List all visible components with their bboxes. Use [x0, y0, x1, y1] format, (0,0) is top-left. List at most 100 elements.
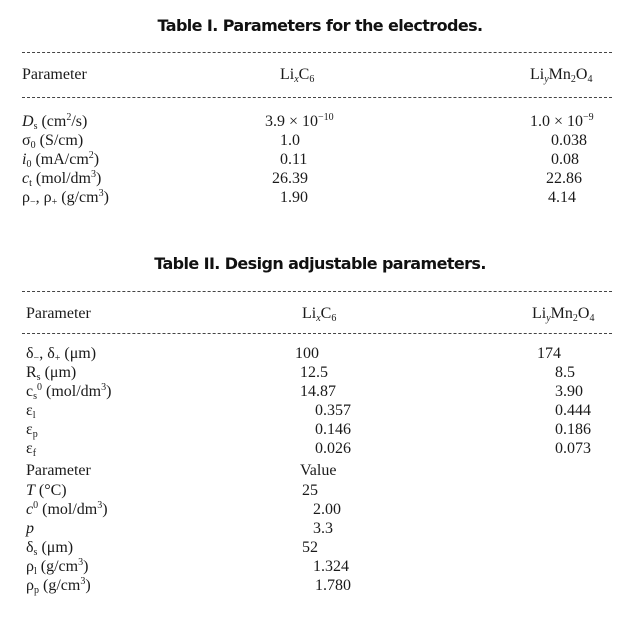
text-segment: 0.038: [551, 132, 587, 149]
cell-liymn2o4: 174: [537, 346, 561, 362]
cell-liymn2o4: 1.0 × 10−9: [530, 112, 594, 130]
text-segment: 1.0: [280, 132, 300, 149]
text-segment: 3: [101, 382, 107, 393]
text-segment: (cm: [37, 113, 67, 130]
table-2-title: Table II. Design adjustable parameters.: [154, 254, 486, 273]
text-segment: 22.86: [546, 170, 582, 187]
text-segment: p: [33, 585, 39, 596]
cell-lixc6: 0.146: [315, 422, 351, 438]
row-label: c0 (mol/dm3): [26, 500, 108, 518]
text-segment: Value: [300, 462, 337, 479]
text-segment: 0.073: [555, 440, 591, 457]
text-segment: ): [96, 170, 102, 187]
cell-lixc6: 3.9 × 10−10: [265, 112, 334, 130]
text-segment: 3.9 × 10: [265, 113, 319, 130]
cell-lixc6: 0.026: [315, 441, 351, 457]
text-segment: 0.357: [315, 402, 351, 419]
cell-liymn2o4: 0.444: [555, 403, 591, 419]
text-segment: (μm): [60, 345, 97, 362]
text-segment: (μm): [40, 364, 77, 381]
cell-lixc6: 1.90: [280, 190, 308, 206]
row-label: cs0 (mol/dm3): [26, 382, 111, 402]
text-segment: 2: [572, 313, 578, 324]
text-segment: 0.186: [555, 421, 591, 438]
text-segment: ε: [26, 440, 33, 457]
text-segment: 1.90: [280, 189, 308, 206]
text-segment: 6: [309, 74, 315, 85]
row-label: ρp (g/cm3): [26, 577, 91, 596]
text-segment: 1.0 × 10: [530, 113, 584, 130]
cell-lixc6: 0.11: [280, 152, 307, 168]
text-segment: −9: [583, 112, 594, 123]
text-segment: O: [575, 66, 588, 83]
table-1-header-parameter: Parameter: [22, 66, 87, 83]
text-segment: p: [26, 520, 34, 537]
text-segment: 2: [66, 112, 72, 123]
cell-liymn2o4: 0.08: [551, 152, 579, 168]
text-segment: s: [33, 121, 38, 132]
text-segment: ρ: [26, 558, 34, 575]
row-label: δ−, δ+ (μm): [26, 345, 97, 364]
text-segment: R: [26, 364, 37, 381]
cell-liymn2o4: 8.5: [555, 365, 575, 381]
cell-liymn2o4: 0.073: [555, 441, 591, 457]
text-segment: (mol/dm: [31, 170, 91, 187]
text-segment: D: [22, 113, 34, 130]
text-segment: Li: [532, 305, 547, 322]
cell-lixc6: 1.0: [280, 133, 300, 149]
cell-lixc6: Value: [300, 463, 336, 479]
cell-lixc6: 25: [302, 483, 318, 499]
text-segment: s: [33, 547, 38, 558]
text-segment: 0.146: [315, 421, 351, 438]
text-segment: 0: [33, 500, 39, 511]
text-segment: 2.00: [313, 501, 341, 518]
text-segment: σ: [22, 132, 31, 149]
text-segment: (μm): [37, 539, 74, 556]
row-label: i0 (mA/cm2): [22, 150, 99, 170]
row-label: ρl (g/cm3): [26, 557, 88, 577]
cell-lixc6: 100: [295, 346, 319, 362]
cell-lixc6: 1.324: [313, 559, 349, 575]
text-segment: l: [32, 410, 36, 421]
text-segment: 3: [97, 500, 103, 511]
text-segment: s: [36, 372, 41, 383]
row-label: εp: [26, 421, 38, 440]
text-segment: 52: [302, 539, 318, 556]
table-1-header-liymn2o4: LiyMn2O4: [530, 66, 592, 85]
text-segment: 3.90: [555, 383, 583, 400]
text-segment: C: [298, 66, 310, 83]
text-segment: 1.324: [313, 558, 349, 575]
text-segment: ): [103, 189, 109, 206]
text-segment: (S/cm): [35, 132, 84, 149]
row-label: T (°C): [26, 483, 67, 499]
text-segment: 8.5: [555, 364, 575, 381]
text-segment: 0.444: [555, 402, 591, 419]
text-segment: , δ: [39, 345, 55, 362]
text-segment: δ: [26, 345, 34, 362]
text-segment: x: [316, 313, 321, 324]
text-segment: ): [102, 501, 108, 518]
text-segment: c: [26, 501, 34, 518]
text-segment: 0: [30, 140, 36, 151]
text-segment: 100: [295, 345, 319, 362]
text-segment: 12.5: [300, 364, 328, 381]
cell-lixc6: 3.3: [313, 521, 333, 537]
text-segment: l: [33, 566, 37, 577]
text-segment: 3: [78, 557, 84, 568]
text-segment: 2: [570, 74, 576, 85]
text-segment: t: [29, 178, 32, 189]
text-segment: Li: [530, 66, 545, 83]
text-segment: −10: [318, 112, 334, 123]
row-label: p: [26, 521, 34, 537]
table-2-header-lixc6: LixC6: [302, 305, 336, 324]
text-segment: (°C): [34, 482, 67, 499]
text-segment: x: [294, 74, 299, 85]
text-segment: ρ: [22, 189, 30, 206]
table-1-header-lixc6: LixC6: [280, 66, 315, 85]
cell-liymn2o4: 4.14: [548, 190, 576, 206]
text-segment: ε: [26, 421, 33, 438]
text-segment: Li: [302, 305, 317, 322]
table-1-header-rule: [22, 97, 612, 98]
text-segment: (g/cm: [38, 577, 81, 594]
text-segment: 2: [88, 150, 94, 161]
